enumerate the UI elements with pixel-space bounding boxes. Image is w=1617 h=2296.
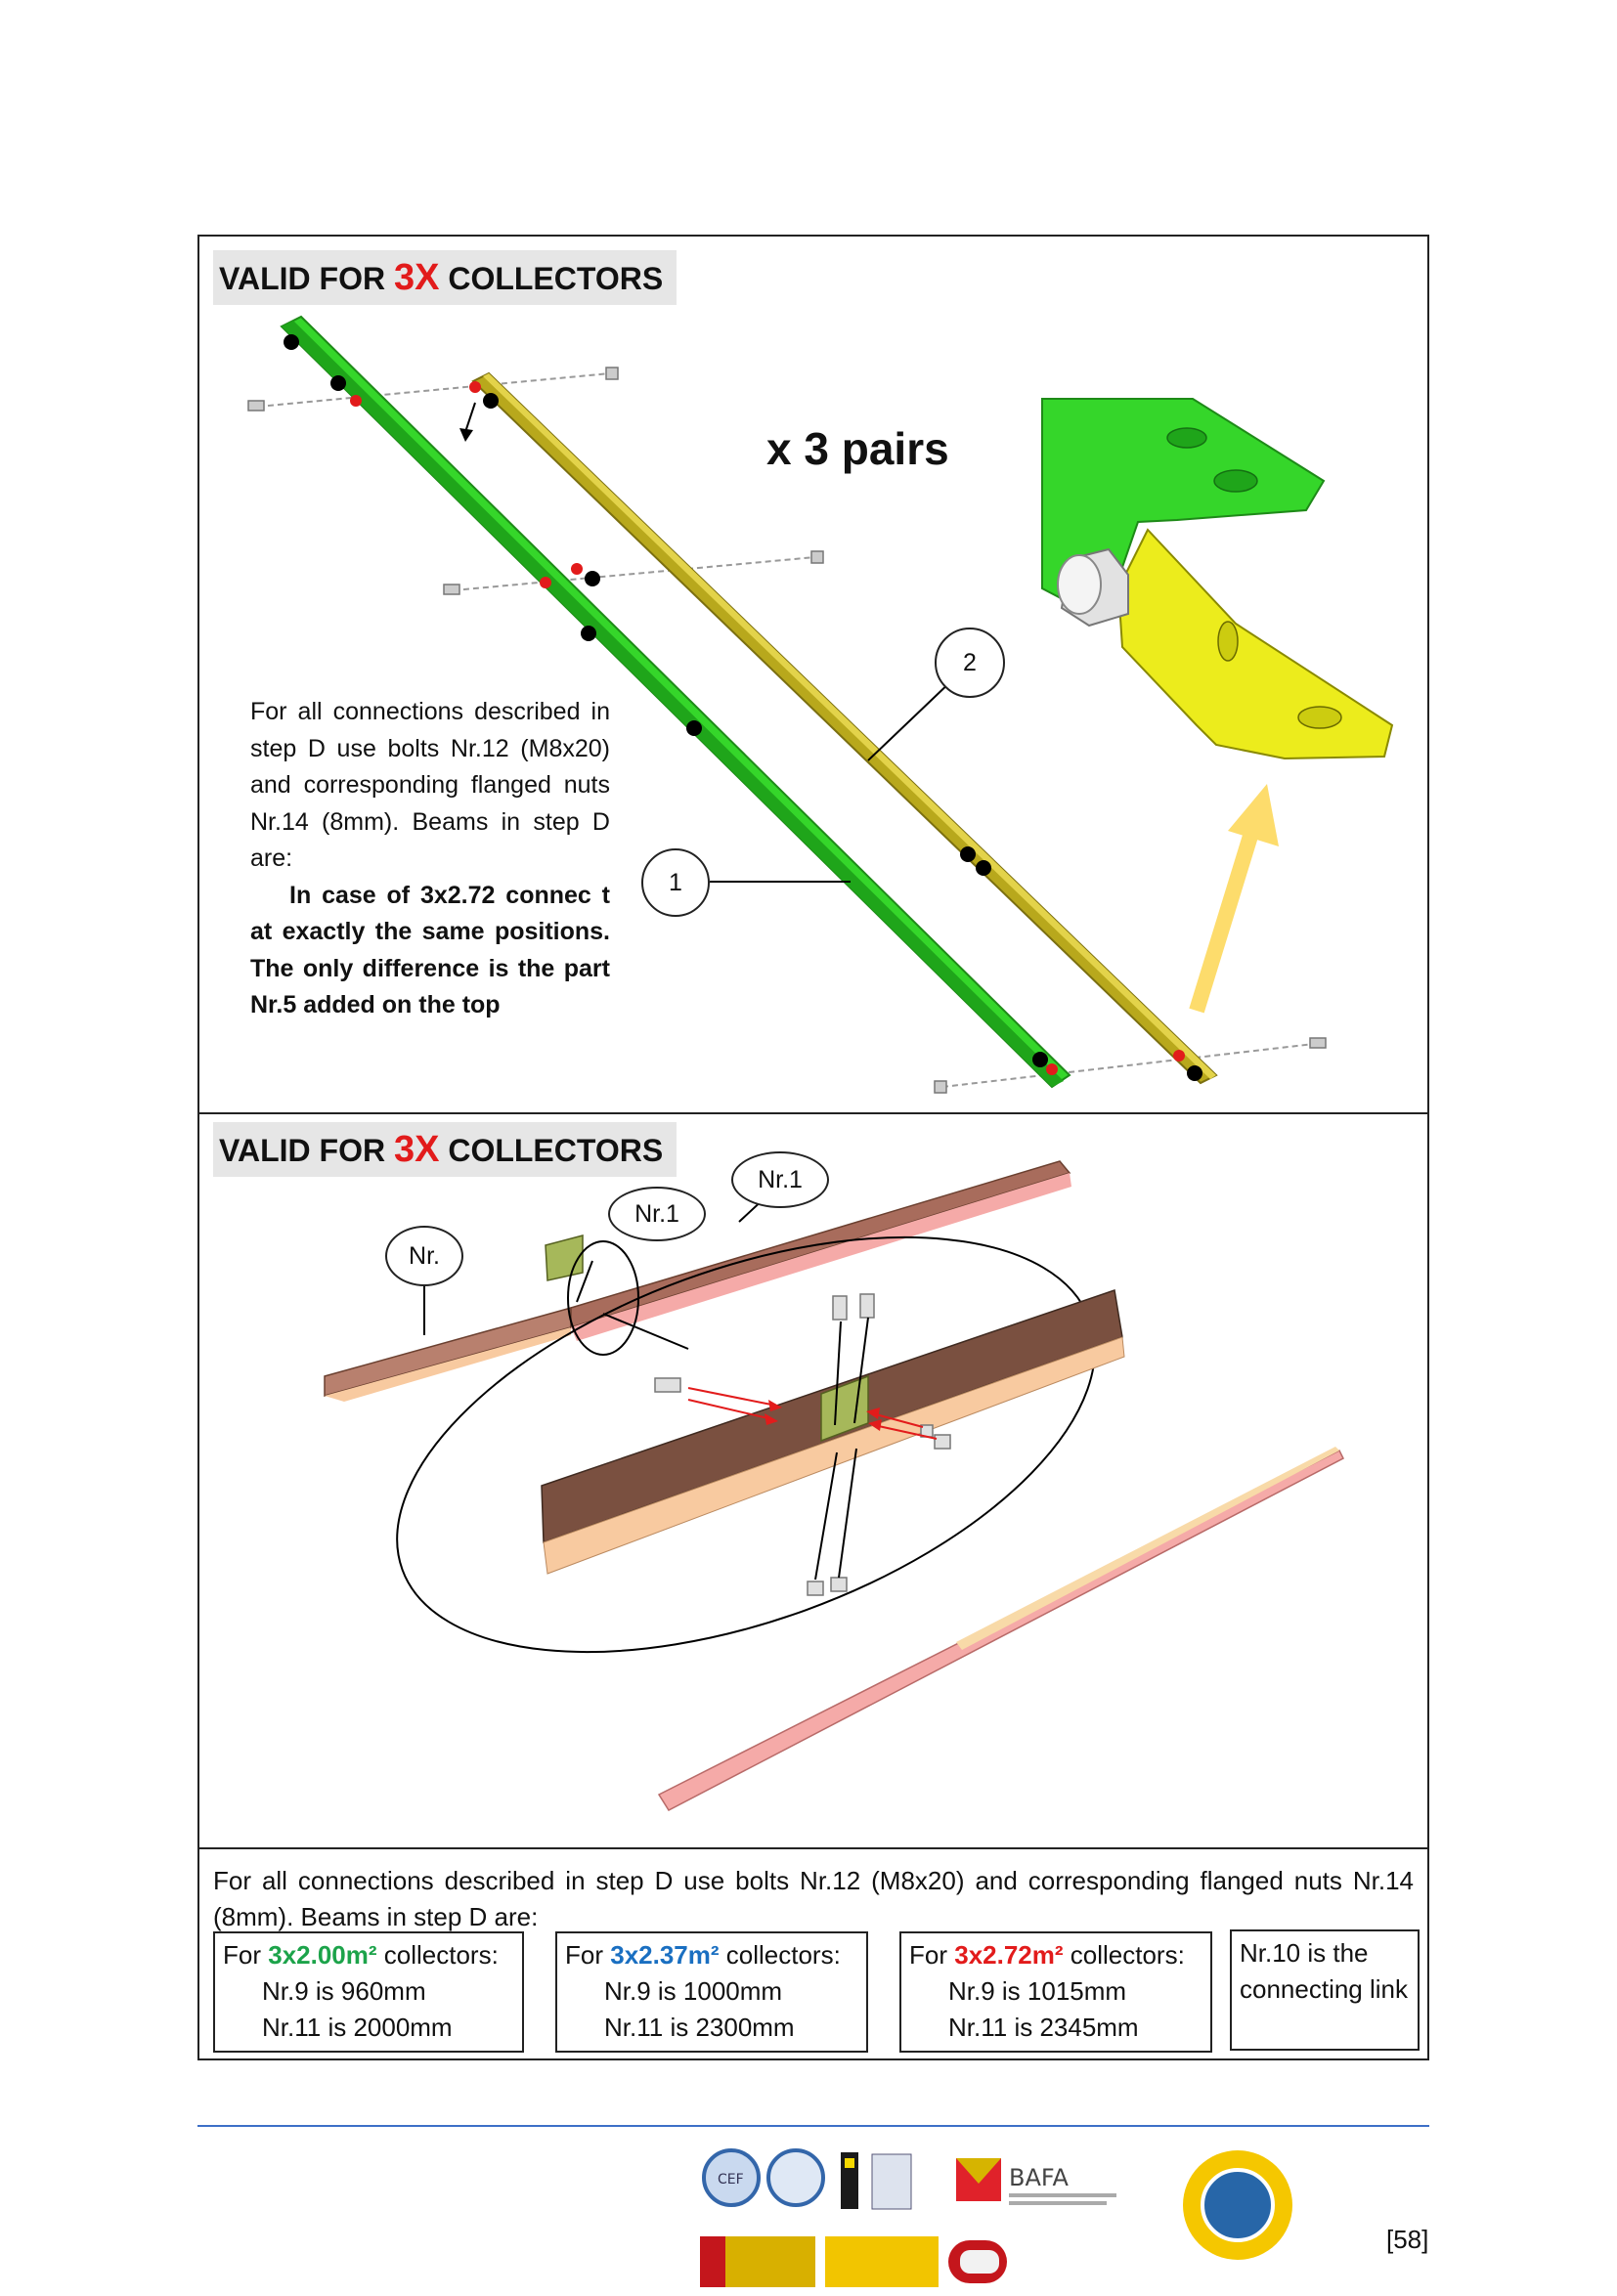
beam-joint-illustration: [324, 1160, 1345, 1811]
pairs-label: x 3 pairs: [766, 423, 949, 474]
valid-header: VALID FOR 3X COLLECTORS: [213, 1122, 677, 1177]
valid-header: VALID FOR 3X COLLECTORS: [213, 250, 677, 305]
header-accent: 3X: [393, 257, 440, 298]
spec-post: collectors:: [1063, 1940, 1185, 1970]
header-prefix: VALID FOR: [219, 1133, 394, 1168]
spec-nr11: Nr.11 is 2000mm: [262, 2013, 453, 2042]
callout-part-2: 2: [935, 628, 1005, 698]
callout-nr1-plate: Nr.1: [608, 1187, 706, 1241]
assembly-panel-top: VALID FOR 3X COLLECTORS: [197, 235, 1429, 1114]
spec-nr11: Nr.11 is 2345mm: [948, 2013, 1139, 2042]
connection-note: For all connections described in step D …: [213, 1866, 1414, 1931]
beam-assembly-illustration: [247, 315, 1394, 1094]
spec-box-272: For 3x2.72m² collectors: Nr.9 is 1015mm …: [899, 1931, 1212, 2053]
spec-pre: For: [223, 1940, 269, 1970]
assembly-panel-bottom: VALID FOR 3X COLLECTORS: [197, 1114, 1429, 1849]
link-note: Nr.10 is the connecting link: [1240, 1938, 1408, 2004]
spec-pre: For: [565, 1940, 611, 1970]
spec-size: 3x2.00m²: [268, 1940, 377, 1970]
link-note-box: Nr.10 is the connecting link: [1230, 1929, 1420, 2051]
header-prefix: VALID FOR: [219, 261, 394, 296]
callout-part-1: 1: [641, 848, 710, 917]
spec-panel: For all connections described in step D …: [197, 1847, 1429, 2060]
page-number: [58]: [1386, 2225, 1429, 2254]
step-bold-text: In case of 3x2.72 connec t at exactly th…: [250, 881, 610, 1019]
spec-nr9: Nr.9 is 1000mm: [604, 1976, 783, 2006]
header-accent: 3X: [393, 1129, 440, 1170]
footer-rule: [197, 2125, 1429, 2127]
cef-logo-text: CEF: [718, 2172, 744, 2188]
step-normal-text: For all connections described in step D …: [250, 698, 610, 872]
spec-size: 3x2.72m²: [954, 1940, 1064, 1970]
step-instructions: For all connections described in step D …: [250, 694, 610, 1024]
header-suffix: COLLECTORS: [439, 261, 664, 296]
spec-post: collectors:: [376, 1940, 499, 1970]
spec-nr11: Nr.11 is 2300mm: [604, 2013, 795, 2042]
bracket-detail-zoom: [1041, 398, 1394, 760]
spec-box-237: For 3x2.37m² collectors: Nr.9 is 1000mm …: [555, 1931, 868, 2053]
certification-logos: CEF BAFA: [698, 2144, 1304, 2296]
spec-pre: For: [909, 1940, 955, 1970]
spec-post: collectors:: [719, 1940, 841, 1970]
spec-box-200: For 3x2.00m² collectors: Nr.9 is 960mm N…: [213, 1931, 524, 2053]
bafa-logo-text: BAFA: [1009, 2164, 1069, 2191]
spec-size: 3x2.37m²: [610, 1940, 720, 1970]
sponsor-logos-graphic: CEF BAFA: [700, 2148, 1292, 2287]
spec-nr9: Nr.9 is 1015mm: [948, 1976, 1127, 2006]
header-suffix: COLLECTORS: [439, 1133, 664, 1168]
spec-nr9: Nr.9 is 960mm: [262, 1976, 426, 2006]
callout-nr1-upper: Nr.1: [731, 1151, 829, 1208]
callout-nr-beam: Nr.: [385, 1226, 463, 1286]
